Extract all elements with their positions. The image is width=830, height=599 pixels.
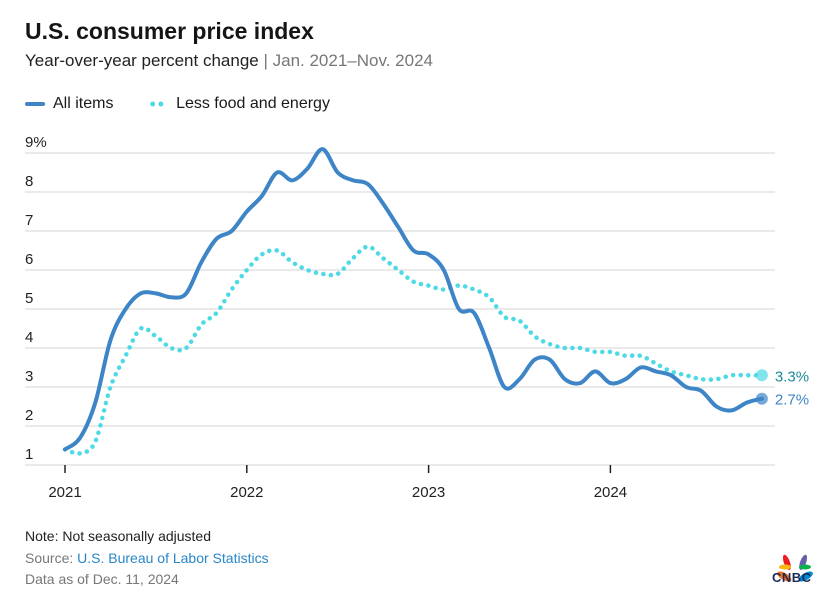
series-line-core — [62, 244, 765, 456]
series-end-label: 2.7% — [775, 392, 809, 409]
y-tick-label: 5 — [25, 290, 33, 307]
y-tick-label: 4 — [25, 329, 33, 346]
source: Source: U.S. Bureau of Labor Statistics — [25, 550, 269, 566]
subtitle-separator: | — [263, 51, 273, 70]
x-tick-label: 2024 — [594, 484, 627, 501]
y-tick-label: 7 — [25, 212, 33, 229]
y-tick-label: 3 — [25, 368, 33, 385]
series-line-all-items — [63, 147, 764, 452]
x-tick-label: 2023 — [412, 484, 445, 501]
source-prefix: Source: — [25, 550, 78, 566]
source-link[interactable]: U.S. Bureau of Labor Statistics — [77, 550, 269, 566]
footnote: Note: Not seasonally adjusted — [25, 528, 211, 544]
y-tick-label: 8 — [25, 173, 33, 190]
data-as-of: Data as of Dec. 11, 2024 — [25, 571, 179, 587]
legend-dotted-line-icon: •• — [149, 94, 167, 114]
y-tick-label: 2 — [25, 407, 33, 424]
chart-subtitle: Year-over-year percent change | Jan. 202… — [25, 51, 433, 71]
series-end-marker — [755, 369, 768, 382]
subtitle-range: Jan. 2021–Nov. 2024 — [272, 51, 433, 70]
legend-label-core: Less food and energy — [176, 95, 330, 112]
series-end-marker — [755, 392, 768, 405]
subtitle-text: Year-over-year percent change — [25, 51, 259, 70]
legend-solid-line-icon — [25, 102, 45, 106]
y-tick-label: 1 — [25, 446, 33, 463]
legend: All items •• Less food and energy — [25, 95, 330, 113]
chart-title: U.S. consumer price index — [25, 18, 314, 44]
x-tick-label: 2022 — [230, 484, 263, 501]
y-tick-label: 6 — [25, 251, 33, 268]
x-tick-label: 2021 — [48, 484, 81, 501]
y-tick-label: 9% — [25, 134, 47, 151]
cnbc-peacock-logo-icon — [777, 554, 813, 582]
cnbc-logo-text: CNBC — [772, 570, 812, 585]
legend-label-all-items: All items — [53, 95, 114, 112]
series-end-label: 3.3% — [775, 368, 809, 385]
